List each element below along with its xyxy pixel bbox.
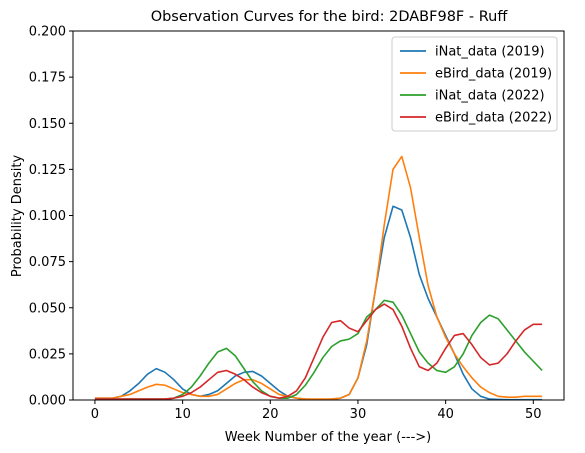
x-tick-label: 0 [91,407,99,422]
x-tick-label: 50 [525,407,542,422]
x-axis: 0 10 20 30 40 50 [91,400,542,422]
y-tick-label: 0.200 [29,25,66,40]
y-axis-label: Probability Density [10,155,25,278]
series-line-ebird-data-2019 [94,155,543,400]
y-tick-label: 0.125 [29,163,66,178]
y-tick-label: 0.075 [29,255,66,270]
y-tick-label: 0.050 [29,301,66,316]
x-tick-label: 30 [350,407,367,422]
legend-label: eBird_data (2022) [435,111,552,126]
y-tick-label: 0.000 [29,394,66,409]
series-layer [94,155,543,401]
legend-box [391,36,558,132]
series-line-inat-data-2019 [94,205,543,401]
chart-title: Observation Curves for the bird: 2DABF98… [151,9,509,25]
y-tick-label: 0.025 [29,347,66,362]
x-tick-label: 10 [174,407,191,422]
series-line-ebird-data-2022 [94,303,543,400]
legend-label: iNat_data (2019) [435,45,545,60]
y-axis: 0.000 0.025 0.050 0.075 0.100 0.125 0.150 0.175… [29,25,73,409]
y-tick-label: 0.150 [29,117,66,132]
legend: iNat_data (2019) eBird_data (2019) iNat_da… [391,36,558,132]
y-tick-label: 0.175 [29,71,66,86]
legend-label: iNat_data (2022) [435,89,545,104]
x-tick-label: 20 [262,407,279,422]
x-tick-label: 40 [437,407,454,422]
legend-label: eBird_data (2019) [435,67,552,82]
y-tick-label: 0.100 [29,209,66,224]
x-axis-label: Week Number of the year (--->) [225,430,431,445]
